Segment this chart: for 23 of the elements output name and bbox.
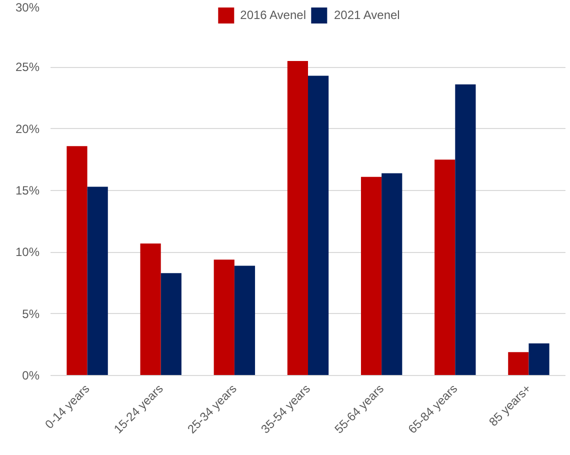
bar <box>455 84 476 376</box>
y-tick-label: 30% <box>15 0 40 14</box>
bar <box>214 260 234 376</box>
bar <box>287 61 308 376</box>
bar <box>308 76 329 376</box>
bar <box>382 173 402 376</box>
bar <box>160 273 182 376</box>
bar <box>434 160 456 376</box>
bar <box>360 176 382 376</box>
bar <box>87 186 108 376</box>
bar <box>66 146 88 376</box>
y-tick-label: 15% <box>15 184 40 198</box>
y-tick-label: 20% <box>15 122 40 136</box>
bar <box>140 244 161 376</box>
y-tick-label: 5% <box>22 306 40 321</box>
legend-label: 2021 Avenel <box>334 8 400 22</box>
y-tick-label: 10% <box>15 245 40 260</box>
bar <box>234 266 256 376</box>
y-tick-label: 25% <box>15 60 40 74</box>
legend-label: 2016 Avenel <box>240 8 306 22</box>
bar <box>528 343 550 376</box>
y-tick-label: 0% <box>22 368 40 382</box>
bar <box>508 352 529 376</box>
